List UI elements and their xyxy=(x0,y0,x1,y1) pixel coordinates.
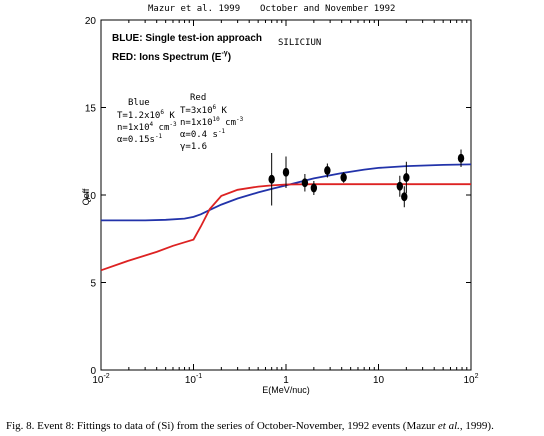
red-param-sup: 10 xyxy=(213,116,221,123)
blue-param-sup: 4 xyxy=(150,121,154,128)
data-point xyxy=(401,192,408,202)
red-param-tail: K xyxy=(216,106,227,116)
x-tick-label: 1 xyxy=(283,375,289,386)
x-axis-label: E(MeV/nuc) xyxy=(262,385,310,395)
x-tick-label-exp: -2 xyxy=(103,373,109,380)
red-param-sup: 6 xyxy=(213,104,217,111)
red-param-line: n=1x1010 cm-3 xyxy=(180,116,244,128)
blue-heading: Blue xyxy=(128,98,150,108)
data-point xyxy=(282,167,290,177)
data-point xyxy=(310,183,318,193)
blue-param-line: T=1.2x106 K xyxy=(117,109,175,121)
blue-param-sup2: -3 xyxy=(169,121,177,128)
blue-param-sup: -1 xyxy=(155,133,163,140)
red-param-tail: cm xyxy=(220,118,236,128)
x-tick-label-exp: -1 xyxy=(196,373,202,380)
red-model-line xyxy=(100,183,471,272)
caption-etal: et al. xyxy=(438,420,460,432)
data-point xyxy=(396,181,404,191)
data-point xyxy=(457,153,465,163)
blue-param-base: n=1x10 xyxy=(117,123,150,133)
y-tick-label: 10 xyxy=(85,191,97,202)
red-heading: Red xyxy=(190,93,206,103)
y-tick-label: 0 xyxy=(90,366,96,377)
red-param-base: γ=1.6 xyxy=(180,142,207,152)
data-points xyxy=(268,149,465,208)
x-axis-ticks: 10-2 10-1 1 10 102 xyxy=(92,20,479,386)
data-point xyxy=(340,173,347,182)
data-point xyxy=(403,173,410,182)
header-right: October and November 1992 xyxy=(260,4,395,14)
x-tick-label: 10-2 xyxy=(92,373,109,386)
legend-red-exp: -γ xyxy=(221,50,227,57)
y-axis-label: Qeff xyxy=(81,188,91,205)
x-tick-label-base: 1 xyxy=(283,375,289,386)
plot-frame xyxy=(100,19,472,371)
red-param-sup2: -3 xyxy=(236,116,244,123)
blue-param-tail: K xyxy=(164,111,175,121)
blue-param-tail: cm xyxy=(153,123,169,133)
y-tick-label: 15 xyxy=(85,104,97,115)
x-tick-label-base: 10 xyxy=(463,375,475,386)
data-point xyxy=(324,166,331,175)
red-param-line: γ=1.6 xyxy=(180,142,207,152)
legend-red: RED: Ions Spectrum (E-γ) xyxy=(112,50,231,63)
red-param-base: n=1x10 xyxy=(180,118,213,128)
red-parameters: Red T=3x106 Kn=1x1010 cm-3α=0.4 s-1γ=1.6 xyxy=(180,93,244,152)
x-tick-label-base: 10 xyxy=(185,375,197,386)
caption-prefix: Fig. 8. Event 8: Fittings to data of (Si… xyxy=(6,420,438,432)
data-point xyxy=(268,174,275,184)
red-param-line: T=3x106 K xyxy=(180,104,228,116)
y-axis-ticks: 0 5 10 15 20 xyxy=(85,16,471,377)
blue-param-sup: 6 xyxy=(160,109,164,116)
blue-model-line xyxy=(101,163,472,222)
caption-suffix: , 1999). xyxy=(460,420,494,432)
header-left: Mazur et al. 1999 xyxy=(148,4,240,14)
legend-red-close: ) xyxy=(228,52,231,63)
x-tick-label-base: 10 xyxy=(92,375,104,386)
y-tick-label: 5 xyxy=(90,279,96,290)
x-tick-label: 102 xyxy=(463,373,478,386)
blue-param-base: α=0.15s xyxy=(117,135,155,145)
x-tick-label: 10 xyxy=(373,375,385,386)
legend-red-text: RED: Ions Spectrum (E xyxy=(112,52,222,63)
red-param-sup: -1 xyxy=(218,128,226,135)
model-curves xyxy=(100,163,472,272)
figure-caption: Fig. 8. Event 8: Fittings to data of (Si… xyxy=(6,420,494,432)
blue-parameters: Blue T=1.2x106 Kn=1x104 cm-3α=0.15s-1 xyxy=(117,98,177,145)
element-label: SILICIUN xyxy=(278,38,321,48)
red-param-base: α=0.4 s xyxy=(180,130,218,140)
data-point xyxy=(301,178,309,188)
legend-blue: BLUE: Single test-ion approach xyxy=(112,33,262,44)
x-tick-label-base: 10 xyxy=(373,375,385,386)
blue-param-base: T=1.2x10 xyxy=(117,111,160,121)
blue-param-line: n=1x104 cm-3 xyxy=(117,121,177,133)
red-param-line: α=0.4 s-1 xyxy=(180,128,226,140)
x-tick-label-exp: 2 xyxy=(475,373,479,380)
y-tick-label: 20 xyxy=(85,16,97,27)
blue-param-line: α=0.15s-1 xyxy=(117,133,163,145)
red-param-base: T=3x10 xyxy=(180,106,213,116)
x-tick-label: 10-1 xyxy=(185,373,202,386)
